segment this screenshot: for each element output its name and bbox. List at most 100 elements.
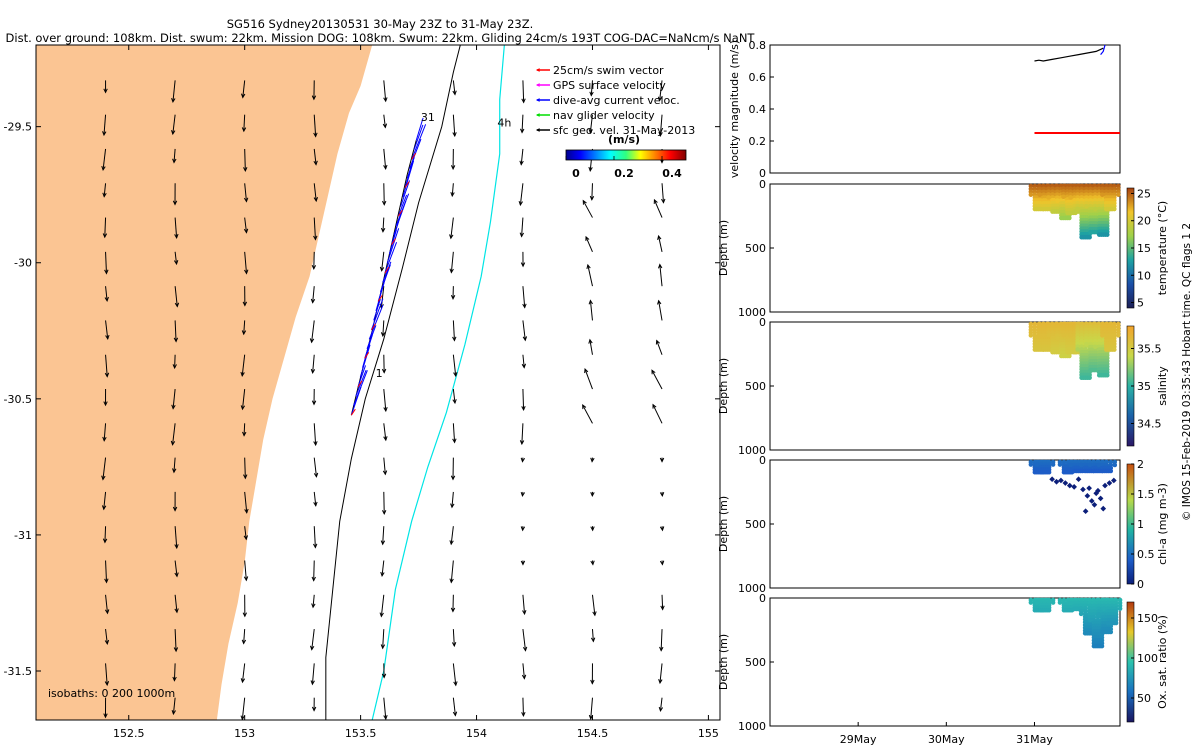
velocity-arrow [450,560,454,583]
profile-sample [1113,620,1119,626]
velocity-arrow [312,354,315,373]
velocity-arrow [522,80,525,103]
deep-sample [1102,482,1108,489]
dive-avg-current-arrow [406,157,415,179]
velocity-arrow [522,389,525,410]
profile-sample [1046,195,1051,200]
profile-colorbar-tick-label: 35 [1137,380,1151,393]
arrow-head [658,679,663,685]
profile-sample [1050,600,1056,605]
arrow-head [102,233,108,239]
arrow-head [173,337,179,343]
arrow-head [172,364,177,370]
velocity-arrow [522,663,525,679]
arrow-head [101,165,106,172]
profile-sample [1055,336,1060,341]
arrow-head [102,436,107,442]
arrow-head [588,128,593,134]
velocity-arrow [105,286,108,301]
arrow-head [381,510,387,516]
velocity-arrow [452,114,456,137]
velocity-arrow [582,200,593,218]
arrow-head [174,233,179,239]
velocity-arrow [661,183,664,203]
arrow-head [518,200,523,207]
profile-points [1028,321,1121,381]
velocity-arrow [656,340,663,355]
arrow-head [382,470,388,476]
velocity-arrow [383,388,387,411]
velocity-arrow [174,251,178,264]
arrow-head [658,706,664,712]
arrow-head [104,296,109,303]
arrow-head [104,578,109,584]
arrow-head [590,637,596,643]
arrow-head [243,167,248,173]
arrow-head [242,612,248,618]
arrow-head [653,198,658,204]
arrow-head [382,200,387,206]
velocity-arrow [244,526,247,540]
velocity-arrow [172,114,176,135]
dive-avg-current-arrow [395,193,410,226]
arrow-head [520,457,526,463]
profile-sample [1046,607,1052,613]
velocity-arrow [102,457,107,480]
profile-sample [1037,192,1043,197]
arrow-head [241,127,247,133]
profile-sample [1055,198,1060,203]
velocity-arrow [522,594,526,615]
velocity-arrow [244,560,247,581]
arrow-head [101,505,107,511]
dive-avg-current-arrow [379,264,391,293]
arrow-head [582,404,587,410]
arrow-head [519,160,524,166]
velocity-arrow [172,423,176,445]
arrow-head [240,371,245,377]
arrow-head [171,404,176,410]
profile-sample [1068,195,1073,200]
map-y-tick-label: -31 [14,529,32,542]
arrow-head [104,269,109,275]
arrow-head [659,646,664,652]
arrow-head [380,540,386,546]
arrow-head [102,538,108,544]
map-x-tick-label: 154.5 [577,727,609,740]
arrow-head [244,508,249,514]
profile-sample [1057,600,1063,605]
arrow-head [102,192,107,198]
velocity-arrow [653,199,663,218]
arrow-head [243,228,249,234]
profile-sample [1046,332,1051,338]
dive-avg-current-arrow [411,124,427,160]
arrow-head [450,475,456,481]
profile-sample [1084,203,1089,209]
velocity-arrow [174,594,178,613]
arrow-head [244,269,249,275]
arrow-head [313,160,318,166]
velocity-arrow [661,594,664,610]
arrow-head [173,259,179,266]
profile-y-axis-label: Depth (m) [717,634,730,690]
velocity-arrow [243,423,246,436]
velocity-arrow [590,697,593,719]
deep-sample [1071,484,1077,490]
swim-vector [350,408,356,416]
velocity-y-tick-label: 0.2 [749,135,767,148]
map-x-tick-label: 153.5 [345,727,377,740]
velocity-arrow [313,491,317,506]
profile-sample [1101,606,1107,611]
arrow-head [311,400,317,406]
arrow-head [520,560,526,566]
velocity-arrow [313,183,317,201]
isobath-200-line [325,44,461,720]
figure-title: SG516 Sydney20130531 30-May 23Z to 31-Ma… [226,17,534,31]
velocity-arrow [659,697,663,711]
velocity-arrow [311,663,315,685]
velocity-arrow [241,388,246,410]
profile-sample [1116,333,1121,338]
velocity-arrow [173,148,176,163]
velocity-arrow [585,236,593,253]
swim-vector [411,152,417,160]
arrow-head [104,681,110,687]
